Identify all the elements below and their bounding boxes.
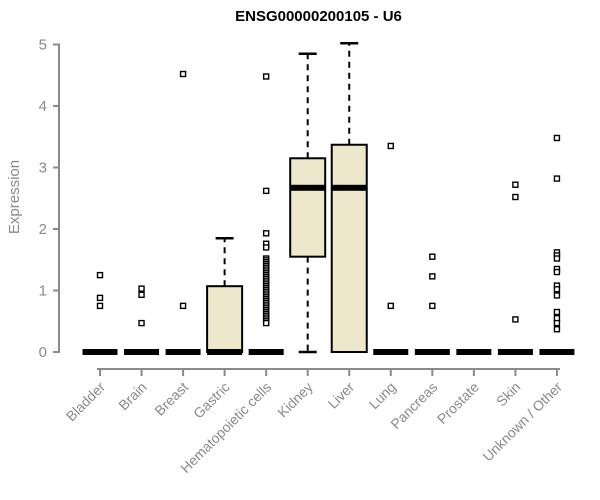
outlier-point xyxy=(138,291,145,299)
outlier-point xyxy=(553,175,561,182)
outlier-point xyxy=(96,271,104,279)
median-line xyxy=(331,184,367,191)
median-line xyxy=(456,349,492,355)
box-group xyxy=(124,285,160,355)
y-tick-label: 1 xyxy=(39,283,47,300)
x-tick-label: Liver xyxy=(325,379,358,412)
median-line xyxy=(207,349,243,355)
outlier-point xyxy=(262,319,270,327)
chart-title: ENSG00000200105 - U6 xyxy=(235,8,402,25)
median-line xyxy=(165,349,201,355)
median-line xyxy=(497,349,533,355)
outlier-point xyxy=(262,244,270,251)
x-tick-label: Breast xyxy=(151,379,191,419)
box-rect xyxy=(289,157,327,258)
box-group xyxy=(497,181,533,355)
outlier-point xyxy=(512,193,519,201)
box-group xyxy=(206,236,244,355)
outlier-point xyxy=(429,253,436,260)
x-tick-label: Unknown / Other xyxy=(479,379,565,465)
outlier-point xyxy=(138,319,145,327)
outlier-point xyxy=(553,326,561,333)
x-tick-label: Kidney xyxy=(274,379,316,421)
box-group xyxy=(165,70,201,355)
outlier-point xyxy=(429,273,436,280)
outlier-point xyxy=(262,187,270,195)
outlier-point xyxy=(553,286,561,293)
box-group xyxy=(289,52,327,354)
outlier-point xyxy=(138,285,145,292)
median-line xyxy=(373,349,409,355)
box-group xyxy=(456,349,492,355)
outlier-point xyxy=(553,255,561,262)
outlier-point xyxy=(96,302,104,310)
x-tick-label: Bladder xyxy=(63,379,109,425)
x-tick-label: Brain xyxy=(115,379,149,413)
outlier-point xyxy=(512,316,519,323)
median-line xyxy=(248,349,284,355)
x-tick-label: Prostate xyxy=(434,379,482,427)
outlier-point xyxy=(96,294,104,302)
box-group xyxy=(248,73,284,355)
outlier-point xyxy=(387,302,394,310)
y-axis: 0 1 2 3 4 5 xyxy=(39,37,60,361)
outlier-point xyxy=(553,292,561,299)
outlier-point xyxy=(262,230,270,237)
outlier-point xyxy=(429,302,436,310)
box-rect xyxy=(206,285,244,354)
outlier-point xyxy=(553,308,561,316)
x-tick-label: Skin xyxy=(493,379,524,410)
outlier-point xyxy=(553,134,561,142)
median-line xyxy=(124,349,160,355)
box-group xyxy=(414,253,450,355)
box-group xyxy=(82,271,118,355)
median-line xyxy=(82,349,118,355)
box-group xyxy=(373,142,409,355)
y-tick-label: 3 xyxy=(39,160,47,177)
outlier-point xyxy=(553,268,561,276)
y-tick-label: 2 xyxy=(39,221,47,238)
y-tick-label: 0 xyxy=(39,344,47,361)
median-line xyxy=(539,349,575,355)
outlier-point xyxy=(179,70,187,78)
y-tick-label: 4 xyxy=(39,98,47,115)
y-tick-label: 5 xyxy=(39,37,47,54)
outlier-point xyxy=(553,319,561,327)
median-line xyxy=(414,349,450,355)
box-group xyxy=(330,42,368,353)
median-line xyxy=(290,184,326,191)
box-group xyxy=(539,134,575,355)
outlier-point xyxy=(512,181,519,188)
box-rect xyxy=(330,143,368,353)
outlier-point xyxy=(179,302,187,310)
x-tick-label: Lung xyxy=(366,379,399,412)
outlier-point xyxy=(262,73,270,80)
outlier-point xyxy=(387,142,394,150)
